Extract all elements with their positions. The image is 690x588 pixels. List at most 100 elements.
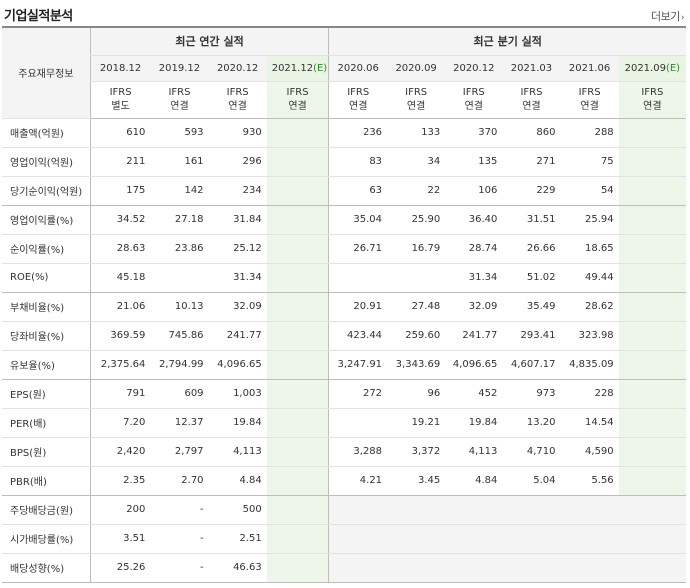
quarter-value-cell (618, 321, 686, 351)
quarter-value-cell (618, 176, 686, 206)
quarter-value-cell (502, 524, 561, 554)
accounting-standard: IFRS (109, 86, 132, 98)
quarter-value-cell: 26.66 (502, 234, 561, 264)
row-label: 당기순이익(억원) (2, 176, 91, 206)
row-label: 부채비율(%) (2, 292, 91, 322)
annual-value-cell (266, 495, 329, 525)
quarter-value-cell: 4,096.65 (445, 350, 503, 380)
quarter-value-cell (618, 350, 686, 380)
accounting-standard: IFRS (520, 86, 543, 98)
consolidation-type: 연결 (522, 100, 541, 112)
quarter-value-cell (328, 553, 388, 583)
consolidation-type: 연결 (580, 100, 599, 112)
quarter-value-cell: 228 (560, 379, 619, 409)
annual-value-cell (266, 234, 329, 264)
quarter-value-cell (618, 524, 686, 554)
accounting-standard: IFRS (286, 86, 309, 98)
quarter-value-cell (328, 263, 388, 293)
annual-date-header: 2018.12 (89, 55, 151, 82)
accounting-standard: IFRS (405, 86, 428, 98)
quarter-value-cell: 272 (328, 379, 388, 409)
consolidation-type: 연결 (170, 100, 189, 112)
quarter-date-header: 2021.09(E) (618, 55, 686, 82)
annual-value-cell (266, 176, 329, 206)
quarter-date-header: 2020.09 (387, 55, 446, 82)
quarter-value-cell (387, 495, 446, 525)
quarter-value-cell: 133 (387, 118, 446, 148)
quarter-type-header: IFRS 연결 (560, 81, 619, 119)
annual-date-header: 2021.12(E) (266, 55, 329, 82)
quarter-value-cell: 49.44 (560, 263, 619, 293)
annual-value-cell: 28.63 (89, 234, 151, 264)
annual-header: 최근 연간 실적 (89, 26, 329, 56)
quarter-value-cell (618, 379, 686, 409)
quarter-date-header: 2020.12 (445, 55, 503, 82)
annual-value-cell (266, 263, 329, 293)
annual-value-cell: 369.59 (89, 321, 151, 351)
more-link[interactable]: 더보기› (651, 8, 685, 24)
annual-value-cell: 23.86 (150, 234, 209, 264)
annual-value-cell: 2,420 (89, 437, 151, 467)
quarter-type-header: IFRS 연결 (618, 81, 686, 119)
quarter-value-cell: 22 (387, 176, 446, 206)
annual-value-cell: 7.20 (89, 408, 151, 438)
financial-table: 주요재무정보 최근 연간 실적 최근 분기 실적 2018.12 2019.12 2… (2, 26, 686, 583)
table-row: PER(배) 7.20 12.37 19.84 19.21 19.84 13.20 14.54 (2, 408, 686, 438)
quarter-value-cell: 14.54 (560, 408, 619, 438)
annual-value-cell: 2,797 (150, 437, 209, 467)
annual-value-cell: 211 (89, 147, 151, 177)
annual-value-cell: 4,096.65 (208, 350, 267, 380)
row-label: PBR(배) (2, 466, 91, 496)
consolidation-type: 연결 (349, 100, 368, 112)
annual-value-cell: 21.06 (89, 292, 151, 322)
annual-value-cell: 46.63 (208, 553, 267, 583)
quarter-value-cell (618, 263, 686, 293)
table-row: 매출액(억원) 610 593 930 236 133 370 860 288 (2, 118, 686, 148)
quarter-value-cell: 35.49 (502, 292, 561, 322)
consolidation-type: 별도 (111, 100, 130, 112)
accounting-standard: IFRS (347, 86, 370, 98)
quarter-value-cell (560, 495, 619, 525)
quarter-value-cell (387, 524, 446, 554)
quarter-value-cell: 106 (445, 176, 503, 206)
annual-value-cell (266, 321, 329, 351)
annual-value-cell: 241.77 (208, 321, 267, 351)
quarter-value-cell: 3,343.69 (387, 350, 446, 380)
quarter-value-cell: 19.84 (445, 408, 503, 438)
quarter-value-cell: 54 (560, 176, 619, 206)
quarter-value-cell (618, 466, 686, 496)
quarter-value-cell (560, 553, 619, 583)
quarter-value-cell: 452 (445, 379, 503, 409)
quarter-value-cell: 4,607.17 (502, 350, 561, 380)
annual-value-cell: 10.13 (150, 292, 209, 322)
quarter-value-cell: 4.84 (445, 466, 503, 496)
annual-value-cell: 2,375.64 (89, 350, 151, 380)
quarter-value-cell (328, 408, 388, 438)
quarter-value-cell: 3,372 (387, 437, 446, 467)
table-row: ROE(%) 45.18 31.34 31.34 51.02 49.44 (2, 263, 686, 293)
annual-value-cell: - (150, 495, 209, 525)
row-label: ROE(%) (2, 263, 91, 293)
annual-type-header: IFRS 연결 (266, 81, 329, 119)
quarter-type-header: IFRS 연결 (502, 81, 561, 119)
quarter-value-cell: 32.09 (445, 292, 503, 322)
quarter-value-cell: 135 (445, 147, 503, 177)
annual-value-cell: 593 (150, 118, 209, 148)
annual-value-cell: 745.86 (150, 321, 209, 351)
table-row: BPS(원) 2,420 2,797 4,113 3,288 3,372 4,113 4,71… (2, 437, 686, 467)
annual-type-header: IFRS 연결 (208, 81, 267, 119)
annual-type-header: IFRS 연결 (150, 81, 209, 119)
quarter-value-cell: 18.65 (560, 234, 619, 264)
quarter-value-cell: 63 (328, 176, 388, 206)
accounting-standard: IFRS (226, 86, 249, 98)
quarter-value-cell (328, 524, 388, 554)
annual-value-cell: 161 (150, 147, 209, 177)
quarter-value-cell: 860 (502, 118, 561, 148)
quarter-value-cell (618, 495, 686, 525)
quarter-value-cell (502, 495, 561, 525)
quarter-value-cell: 370 (445, 118, 503, 148)
consolidation-type: 연결 (464, 100, 483, 112)
row-label: 영업이익(억원) (2, 147, 91, 177)
accounting-standard: IFRS (168, 86, 191, 98)
quarter-value-cell: 36.40 (445, 205, 503, 235)
